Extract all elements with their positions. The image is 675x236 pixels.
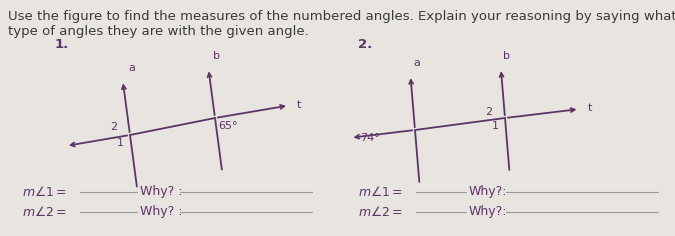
Text: Why?:: Why?: — [469, 206, 508, 219]
Text: 2: 2 — [111, 122, 117, 132]
Text: 1.: 1. — [55, 38, 70, 51]
Text: b: b — [213, 51, 221, 61]
Text: 74°: 74° — [360, 133, 380, 143]
Text: Why?:: Why?: — [469, 185, 508, 198]
Text: $m\angle 2 =$: $m\angle 2 =$ — [22, 205, 67, 219]
Text: 65°: 65° — [218, 121, 238, 131]
Text: 1: 1 — [491, 121, 499, 131]
Text: t: t — [297, 100, 301, 110]
Text: a: a — [128, 63, 136, 73]
Text: 2: 2 — [485, 107, 493, 117]
Text: Why? :: Why? : — [140, 185, 182, 198]
Text: $m\angle 1 =$: $m\angle 1 =$ — [22, 185, 67, 199]
Text: Why? :: Why? : — [140, 206, 182, 219]
Text: t: t — [587, 103, 592, 114]
Text: $m\angle 1 =$: $m\angle 1 =$ — [358, 185, 403, 199]
Text: 1: 1 — [117, 138, 124, 148]
Text: $m\angle 2 =$: $m\angle 2 =$ — [358, 205, 403, 219]
Text: Use the figure to find the measures of the numbered angles. Explain your reasoni: Use the figure to find the measures of t… — [8, 10, 675, 38]
Text: 2.: 2. — [358, 38, 372, 51]
Text: a: a — [414, 58, 421, 68]
Text: b: b — [504, 51, 510, 61]
